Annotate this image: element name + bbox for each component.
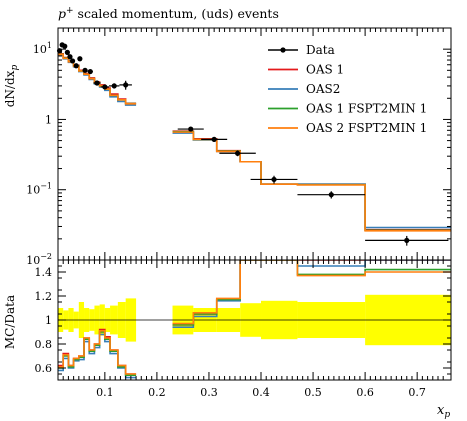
x-tick-label: 0.4 [252, 386, 270, 399]
data-point [234, 150, 241, 156]
ratio-y-tick-label: 1.4 [35, 266, 53, 279]
x-tick-label: 0.2 [148, 386, 166, 399]
y-tick-label: 101 [33, 41, 52, 56]
legend-data-marker [280, 47, 286, 53]
data-point [67, 54, 73, 60]
x-tick-label: 0.5 [304, 386, 322, 399]
data-point [271, 176, 277, 183]
ratio-y-axis-label: MC/Data [3, 295, 17, 349]
main-y-axis-label: dN/dxp [3, 65, 20, 108]
ratio-y-tick-label: 1 [45, 314, 52, 327]
y-tick-label: 1 [45, 113, 52, 126]
ratio-y-tick-label: 0.6 [35, 362, 53, 375]
data-point [102, 84, 108, 90]
mc-line-oas-1 [58, 52, 451, 231]
chart-title: p+ scaled momentum, (uds) events [58, 6, 279, 21]
data-point [69, 58, 76, 64]
data-point [328, 192, 334, 198]
mc-line-oas-2-fspt2min-1 [58, 53, 451, 232]
data-point [87, 68, 93, 75]
data-point [111, 83, 117, 89]
ratio-y-tick-label: 0.8 [35, 338, 53, 351]
data-point [73, 63, 79, 69]
x-tick-label: 0.3 [200, 386, 218, 399]
legend: Data OAS 1 OAS2 OAS 1 FSPT2MIN 1 OAS 2 FSPT2… [268, 43, 427, 135]
data-point [123, 82, 129, 88]
ratio-plot-panel: 0.6 0.8 1 1.2 1.4 0.1 0.2 0.3 0.4 0.5 0.6 0.7 [35, 259, 452, 399]
data-point [62, 43, 68, 49]
y-tick-label: 10−2 [26, 252, 52, 267]
main-plot-panel: 101 1 10−1 10−2 [26, 27, 452, 267]
data-point [82, 67, 88, 73]
data-point [211, 136, 217, 142]
data-point [188, 126, 194, 132]
x-tick-label: 0.7 [408, 386, 426, 399]
main-frame [57, 27, 452, 261]
ratio-lines [58, 260, 451, 379]
x-tick-label: 0.1 [96, 386, 114, 399]
legend-label: OAS 1 [306, 63, 344, 77]
y-tick-label: 10−1 [26, 182, 52, 197]
mc-line-oas-1-fspt2min-1 [58, 53, 451, 232]
data-point [404, 237, 410, 244]
x-axis-label: xp [437, 403, 450, 420]
legend-label: OAS 2 FSPT2MIN 1 [306, 121, 427, 135]
legend-label: OAS2 [306, 82, 340, 96]
legend-label-data: Data [306, 43, 335, 57]
data-point [94, 80, 100, 86]
mc-line-oas2 [58, 54, 451, 229]
x-tick-label: 0.6 [356, 386, 374, 399]
legend-label: OAS 1 FSPT2MIN 1 [306, 102, 427, 116]
data-point [64, 49, 70, 55]
chart-labels: p+ scaled momentum, (uds) events dN/dxp MC… [3, 6, 450, 420]
ratio-line-oas-2-fspt2min-1 [58, 260, 451, 375]
mc-histograms [58, 52, 451, 232]
data-points [56, 42, 449, 246]
data-point [77, 56, 83, 62]
ratio-y-tick-label: 1.2 [35, 290, 53, 303]
